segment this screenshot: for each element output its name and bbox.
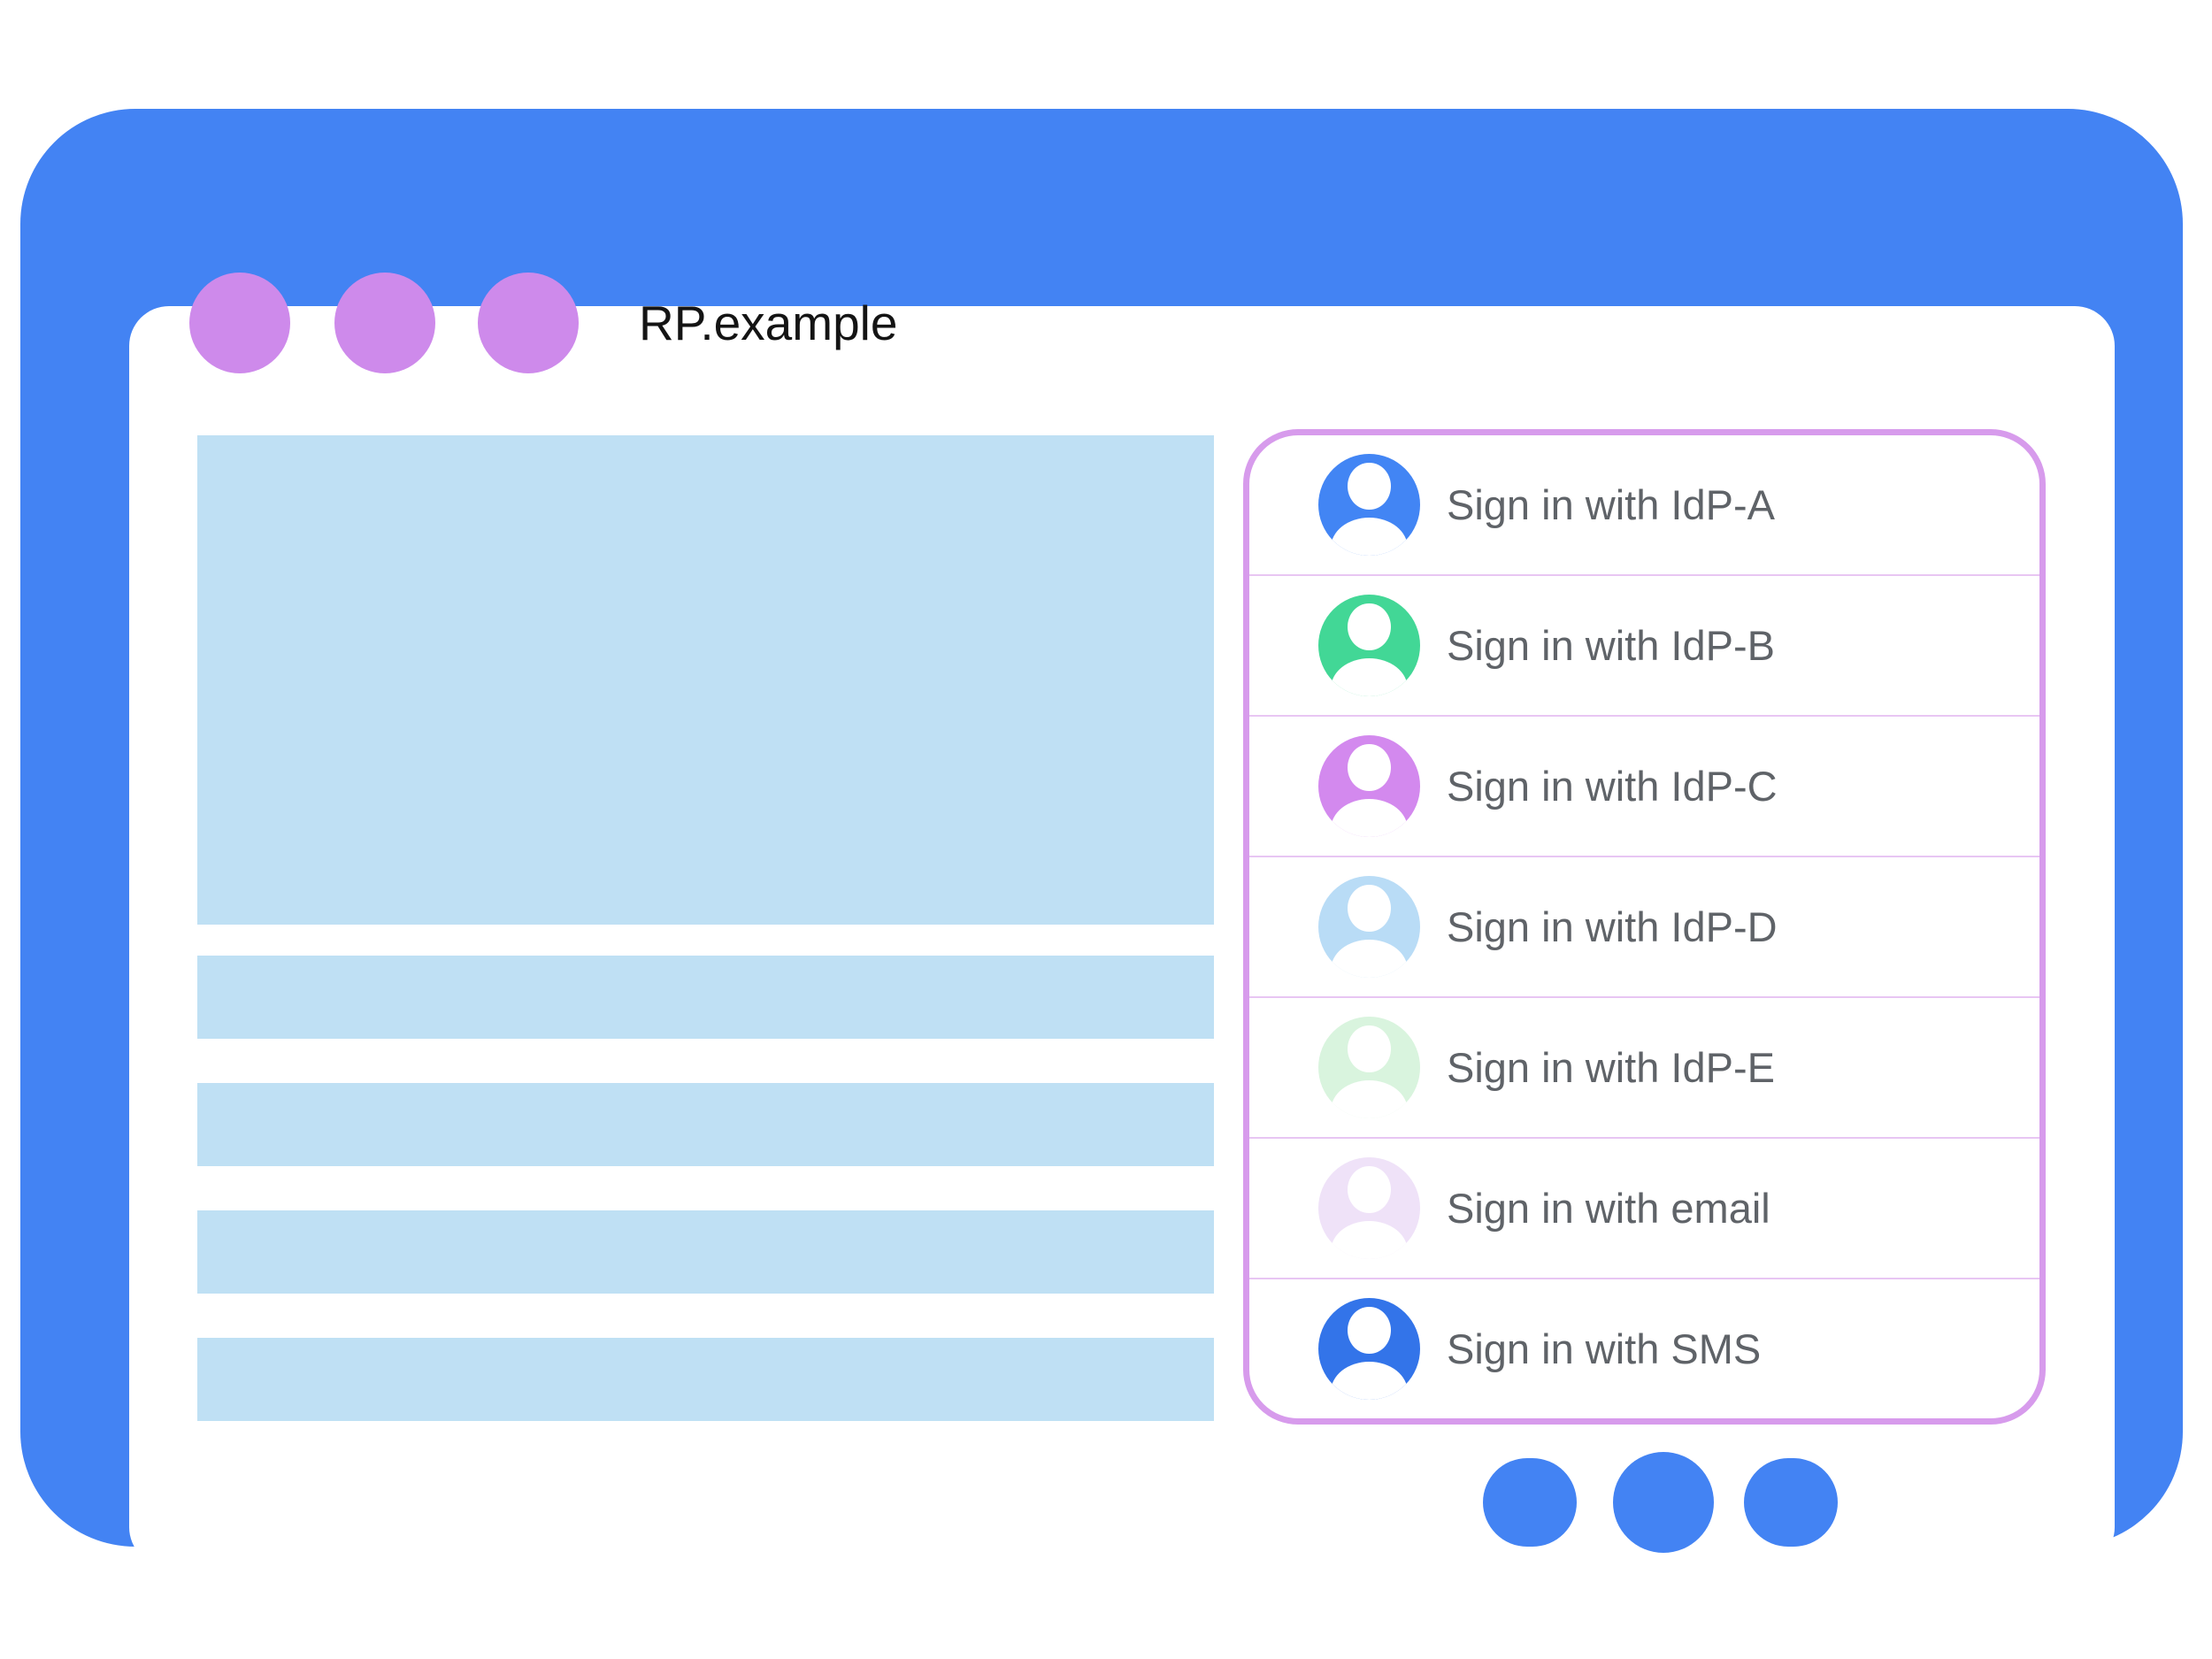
signin-option-label: Sign in with IdP-B [1447,622,1775,669]
person-icon [1318,1157,1420,1259]
signin-option-sign-in-with-idp-e[interactable]: Sign in with IdP-E [1249,998,2039,1139]
home-button[interactable] [1613,1452,1714,1553]
signin-option-sign-in-with-idp-b[interactable]: Sign in with IdP-B [1249,576,2039,717]
content-bar-placeholder [197,1210,1214,1294]
person-head [1348,1166,1391,1214]
person-icon [1318,1017,1420,1118]
frame-bottom-cap-right [1744,1458,1838,1547]
person-icon [1318,454,1420,556]
person-shoulders [1330,940,1409,978]
content-bar-placeholder [197,1083,1214,1166]
window-control-dot[interactable] [478,273,579,373]
person-shoulders [1330,518,1409,556]
frame-bottom-cap-left [1483,1458,1577,1547]
person-icon [1318,595,1420,696]
window-control-dot[interactable] [334,273,435,373]
person-shoulders [1330,658,1409,696]
content-bar-placeholder [197,956,1214,1039]
signin-option-sign-in-with-email[interactable]: Sign in with email [1249,1139,2039,1279]
signin-option-sign-in-with-idp-d[interactable]: Sign in with IdP-D [1249,857,2039,998]
person-head [1348,1025,1391,1073]
signin-option-label: Sign in with email [1447,1185,1770,1232]
person-shoulders [1330,799,1409,837]
signin-dialog: Sign in with IdP-A Sign in with IdP-B Sign… [1243,429,2046,1425]
window-control-dot[interactable] [189,273,290,373]
content-hero-placeholder [197,435,1214,925]
signin-option-label: Sign in with SMS [1447,1325,1762,1372]
person-head [1348,603,1391,651]
person-head [1348,463,1391,511]
content-bar-placeholder [197,1338,1214,1421]
signin-option-label: Sign in with IdP-E [1447,1044,1775,1091]
person-icon [1318,1298,1420,1400]
page-title: RP.example [639,296,898,350]
person-shoulders [1330,1362,1409,1400]
person-shoulders [1330,1080,1409,1118]
person-head [1348,885,1391,933]
person-head [1348,744,1391,792]
signin-option-label: Sign in with IdP-C [1447,763,1778,810]
signin-option-sign-in-with-sms[interactable]: Sign in with SMS [1249,1279,2039,1418]
person-shoulders [1330,1221,1409,1259]
signin-option-sign-in-with-idp-c[interactable]: Sign in with IdP-C [1249,717,2039,857]
signin-option-label: Sign in with IdP-A [1447,481,1775,528]
signin-option-label: Sign in with IdP-D [1447,903,1778,950]
person-icon [1318,876,1420,978]
person-head [1348,1307,1391,1355]
person-icon [1318,735,1420,837]
signin-option-sign-in-with-idp-a[interactable]: Sign in with IdP-A [1249,435,2039,576]
